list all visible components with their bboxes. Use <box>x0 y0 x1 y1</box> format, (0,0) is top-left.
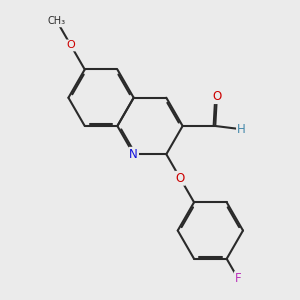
Text: F: F <box>235 272 242 285</box>
Text: O: O <box>67 40 75 50</box>
Text: CH₃: CH₃ <box>48 16 66 26</box>
Text: O: O <box>176 172 185 185</box>
Text: O: O <box>212 90 221 103</box>
Text: N: N <box>129 148 138 161</box>
Text: H: H <box>237 123 246 136</box>
